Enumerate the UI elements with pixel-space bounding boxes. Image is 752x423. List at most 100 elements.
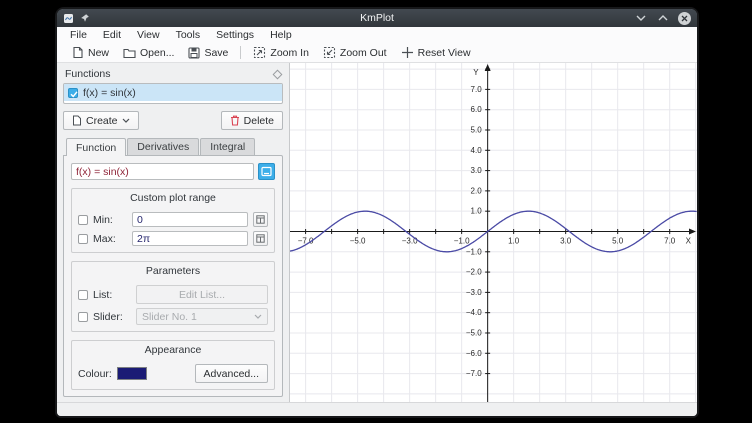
max-input[interactable]: 2π: [132, 231, 248, 246]
slider-checkbox[interactable]: [78, 311, 88, 322]
function-visible-checkbox[interactable]: [68, 87, 78, 98]
equation-input[interactable]: f(x) = sin(x): [71, 163, 254, 180]
chevron-down-icon: [122, 118, 130, 123]
menu-settings[interactable]: Settings: [216, 29, 255, 41]
function-list-item[interactable]: f(x) = sin(x): [64, 84, 282, 101]
create-label: Create: [86, 114, 118, 127]
zoom-in-icon: [253, 46, 266, 59]
slider-select[interactable]: Slider No. 1: [136, 308, 268, 325]
float-panel-icon[interactable]: [272, 69, 283, 79]
menu-tools[interactable]: Tools: [175, 29, 201, 41]
plot-area[interactable]: −7.0 −5.0 −3.0 −1.0 1.0 3.0 5.0 7.0 7.0 6.0 5.0 4.0…: [290, 63, 697, 402]
function-list[interactable]: f(x) = sin(x): [63, 83, 283, 104]
max-label: Max:: [93, 232, 116, 245]
parameters-legend: Parameters: [145, 265, 201, 277]
y-tick-label: −2.0: [466, 268, 482, 277]
y-tick-label: 4.0: [471, 146, 483, 155]
appearance-group: Appearance Colour: Advanced...: [71, 340, 275, 390]
toolbar: New Open... Save Zoom In Zoom Out: [57, 43, 697, 63]
save-floppy-icon: [188, 46, 201, 59]
min-value: 0: [137, 213, 143, 226]
open-label: Open...: [140, 46, 175, 59]
tab-derivatives[interactable]: Derivatives: [127, 138, 200, 155]
plot-canvas: −7.0 −5.0 −3.0 −1.0 1.0 3.0 5.0 7.0 7.0 6.0 5.0 4.0…: [290, 63, 697, 402]
delete-label: Delete: [243, 114, 274, 127]
y-tick-label: −6.0: [466, 349, 482, 358]
zoom-out-icon: [323, 46, 336, 59]
y-tick-label: 6.0: [471, 105, 483, 114]
colour-swatch[interactable]: [116, 367, 147, 380]
functions-panel: Functions f(x) = sin(x) Create: [57, 63, 290, 402]
panel-title: Functions: [65, 68, 111, 80]
menu-help[interactable]: Help: [270, 29, 292, 41]
min-editor-button[interactable]: [253, 212, 268, 227]
list-checkbox[interactable]: [78, 289, 88, 300]
open-button[interactable]: Open...: [116, 45, 181, 61]
title-bar[interactable]: KmPlot: [57, 9, 697, 27]
y-tick-label: 3.0: [471, 166, 483, 175]
custom-plot-range-legend: Custom plot range: [130, 192, 216, 204]
pin-icon[interactable]: [80, 13, 90, 23]
y-tick-label: −1.0: [466, 247, 482, 256]
save-label: Save: [204, 46, 229, 59]
x-tick-label: −7.0: [298, 236, 314, 245]
y-tick-label: 5.0: [471, 125, 483, 134]
edit-list-button[interactable]: Edit List...: [136, 285, 268, 304]
max-editor-button[interactable]: [253, 231, 268, 246]
trash-icon: [230, 115, 240, 126]
y-tick-label: −7.0: [466, 369, 482, 378]
max-checkbox[interactable]: [78, 233, 88, 244]
maximize-icon[interactable]: [656, 11, 670, 25]
menu-file[interactable]: File: [70, 29, 87, 41]
x-tick-label: −1.0: [454, 236, 470, 245]
save-button[interactable]: Save: [181, 45, 235, 61]
new-document-icon: [72, 46, 84, 59]
y-tick-label: 7.0: [471, 85, 483, 94]
x-tick-label: −5.0: [350, 236, 366, 245]
equation-editor-button[interactable]: [258, 163, 275, 180]
min-label: Min:: [93, 213, 113, 226]
x-tick-label: 1.0: [508, 236, 520, 245]
tab-integral[interactable]: Integral: [200, 138, 256, 155]
menu-bar: File Edit View Tools Settings Help: [57, 27, 697, 43]
reset-view-icon: [401, 46, 414, 59]
zoom-out-label: Zoom Out: [339, 46, 387, 59]
window-title: KmPlot: [360, 12, 394, 24]
zoom-out-button[interactable]: Zoom Out: [316, 44, 394, 61]
min-input[interactable]: 0: [132, 212, 248, 227]
delete-button[interactable]: Delete: [220, 111, 283, 130]
slider-label: Slider:: [93, 310, 123, 323]
minimize-icon[interactable]: [634, 11, 648, 25]
new-button[interactable]: New: [65, 44, 116, 61]
parameters-group: Parameters List: Edit List... Slider: Sl…: [71, 261, 275, 332]
edit-list-label: Edit List...: [178, 288, 226, 301]
appearance-legend: Appearance: [144, 344, 202, 356]
list-label: List:: [93, 288, 113, 301]
menu-edit[interactable]: Edit: [102, 29, 122, 41]
menu-view[interactable]: View: [137, 29, 160, 41]
tab-function[interactable]: Function: [66, 138, 127, 156]
close-icon[interactable]: [678, 11, 691, 25]
zoom-in-label: Zoom In: [270, 46, 309, 59]
colour-label: Colour:: [78, 367, 112, 380]
create-button[interactable]: Create: [63, 111, 139, 130]
app-icon: [63, 13, 74, 24]
x-tick-label: 3.0: [560, 236, 572, 245]
x-tick-label: 7.0: [664, 236, 676, 245]
slider-selected-value: Slider No. 1: [142, 310, 197, 323]
function-list-label: f(x) = sin(x): [83, 86, 136, 99]
y-axis-label: Y: [473, 68, 479, 77]
status-bar: [57, 402, 697, 416]
x-tick-label: 5.0: [612, 236, 624, 245]
min-checkbox[interactable]: [78, 214, 88, 225]
new-label: New: [88, 46, 110, 59]
combo-chevron-down-icon: [254, 314, 262, 319]
max-value: 2π: [137, 232, 151, 245]
advanced-button[interactable]: Advanced...: [194, 364, 268, 383]
y-tick-label: −3.0: [466, 288, 482, 297]
zoom-in-button[interactable]: Zoom In: [246, 44, 316, 61]
function-tabs: Function Derivatives Integral: [63, 138, 283, 156]
reset-view-button[interactable]: Reset View: [394, 44, 478, 61]
open-folder-icon: [123, 47, 136, 59]
x-axis-label: X: [686, 236, 692, 245]
